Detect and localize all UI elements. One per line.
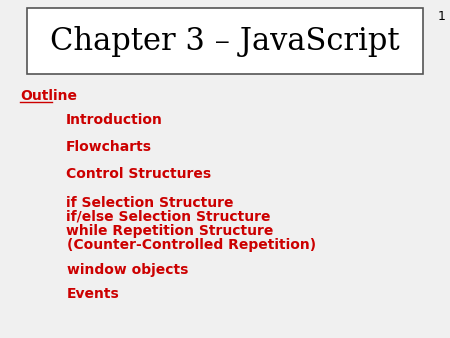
Text: Outline: Outline xyxy=(21,89,78,103)
Text: while Repetition Structure: while Repetition Structure xyxy=(66,224,273,238)
Text: Introduction: Introduction xyxy=(66,113,162,127)
Text: window objects: window objects xyxy=(67,263,188,277)
Text: Flowcharts: Flowcharts xyxy=(66,140,152,154)
Text: 1: 1 xyxy=(437,10,445,23)
Text: if/else Selection Structure: if/else Selection Structure xyxy=(66,210,270,224)
Text: (Counter-Controlled Repetition): (Counter-Controlled Repetition) xyxy=(67,238,316,252)
Text: Events: Events xyxy=(67,287,120,301)
Text: Control Structures: Control Structures xyxy=(66,167,211,181)
FancyBboxPatch shape xyxy=(27,8,423,74)
Text: if Selection Structure: if Selection Structure xyxy=(66,196,233,210)
Text: Chapter 3 – JavaScript: Chapter 3 – JavaScript xyxy=(50,26,400,57)
